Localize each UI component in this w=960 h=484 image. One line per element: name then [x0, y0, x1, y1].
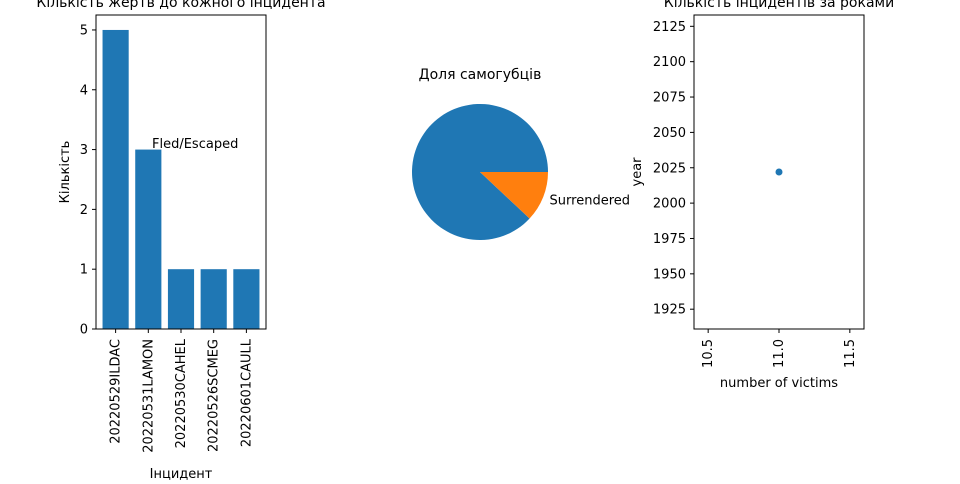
scatter-x-tick-label: 11.0	[772, 339, 787, 368]
bar-x-tick-label: 20220529ILDAC	[109, 339, 124, 444]
bar-x-tick-label: 20220530CAHEL	[174, 338, 189, 448]
bar-y-tick-label: 1	[80, 263, 88, 278]
bar-chart: Кількість жертв до кожного інцидента 0 1 2…	[36, 0, 325, 482]
bar-x-tick-label: 20220531LAMON	[141, 339, 156, 453]
scatter-y-tick-label: 2075	[653, 91, 686, 106]
bar-x-axis-label: Інцидент	[150, 467, 213, 482]
scatter-x-axis-label: number of victims	[720, 376, 838, 391]
scatter-x-tick-label: 11.5	[843, 339, 858, 368]
bar-y-tick-label: 0	[80, 323, 88, 338]
scatter-chart: Кількість інцидентів за роками 1925 1950 1…	[630, 0, 894, 391]
bar-y-tick-label: 5	[80, 23, 88, 38]
scatter-point	[775, 168, 783, 176]
scatter-y-tick-label: 1925	[653, 303, 686, 318]
scatter-y-tick-label: 2100	[653, 55, 686, 70]
pie-slice-label: Surrendered	[550, 194, 630, 209]
bar-y-tick-label: 3	[80, 143, 88, 158]
scatter-y-tick-label: 1950	[653, 267, 686, 282]
scatter-y-tick-label: 2125	[653, 20, 686, 35]
pie-chart-title: Доля самогубців	[419, 67, 542, 83]
bar-20220529ILDAC	[102, 29, 129, 329]
bar-chart-title: Кількість жертв до кожного інцидента	[36, 0, 325, 11]
bar-y-axis-label: Кількість	[58, 141, 73, 204]
scatter-y-tick-label: 2025	[653, 161, 686, 176]
scatter-chart-title: Кількість інцидентів за роками	[664, 0, 894, 11]
bar-x-tick-label: 20220526SCMEG	[207, 339, 222, 452]
pie-chart: Доля самогубців Surrendered	[412, 67, 630, 241]
scatter-y-tick-label: 2000	[653, 197, 686, 212]
bar-y-tick-label: 4	[80, 83, 88, 98]
bar-x-tick-label: 20220601CAULL	[239, 338, 254, 447]
scatter-y-tick-label: 2050	[653, 126, 686, 141]
pie-slice-main	[412, 104, 548, 241]
bar-annotation: Fled/Escaped	[152, 137, 238, 152]
scatter-y-axis-label: year	[630, 157, 645, 187]
scatter-y-tick-label: 1975	[653, 232, 686, 247]
bar-20220601CAULL	[233, 269, 260, 329]
scatter-x-tick-label: 10.5	[701, 339, 716, 368]
bar-20220530CAHEL	[167, 269, 195, 329]
pie-slice-surrendered	[480, 172, 548, 219]
bar-y-tick-label: 2	[80, 203, 88, 218]
bar-20220526SCMEG	[200, 269, 227, 329]
bar-20220531LAMON	[135, 149, 162, 329]
